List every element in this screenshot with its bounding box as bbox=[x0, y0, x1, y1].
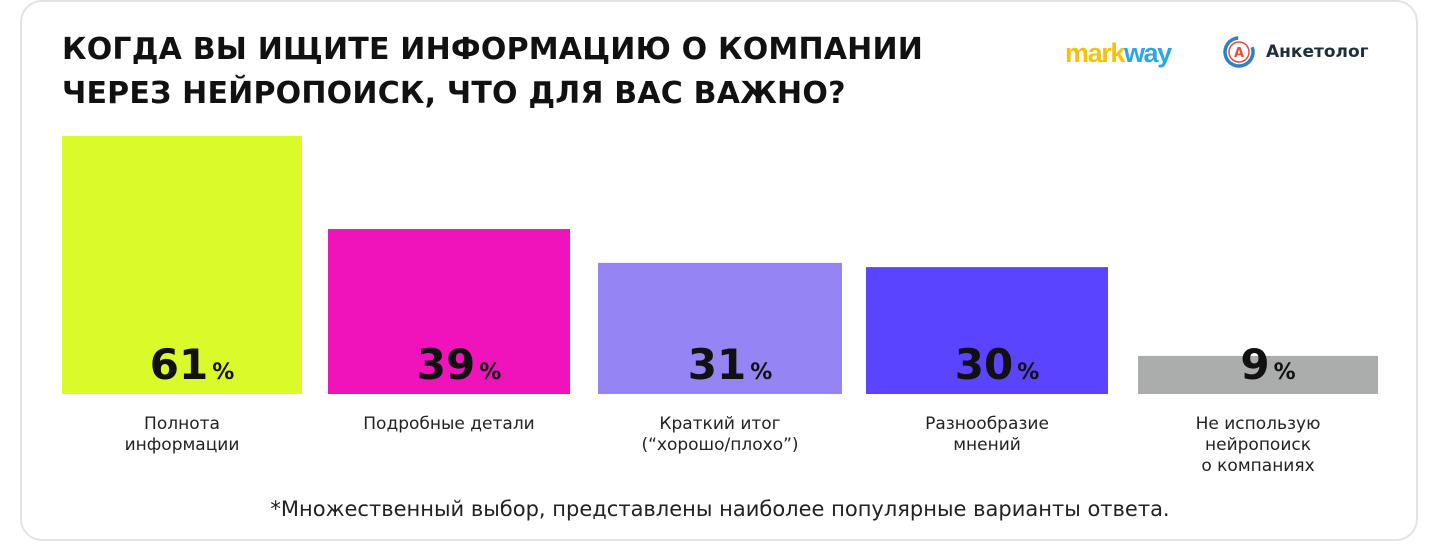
anketolog-logo: А Анкетолог bbox=[1222, 34, 1369, 70]
bar-2 bbox=[328, 229, 570, 394]
category-label-2: Подробные детали bbox=[363, 414, 535, 434]
bar-value-label-1: 61% bbox=[150, 340, 235, 389]
chart-title: КОГДА ВЫ ИЩИТЕ ИНФОРМАЦИЮ О КОМПАНИИ ЧЕР… bbox=[62, 28, 962, 116]
bar-1 bbox=[62, 136, 302, 394]
category-label-5: Не использую нейропоиск о компаниях bbox=[1195, 414, 1321, 476]
category-label-4: Разнообразие мнений bbox=[925, 414, 1049, 455]
footnote: *Множественный выбор, представлены наибо… bbox=[270, 497, 1170, 521]
category-label-3: Краткий итог (“хорошо/плохо”) bbox=[641, 414, 799, 455]
bar-5 bbox=[1138, 355, 1378, 394]
bar-value-label-2: 39% bbox=[417, 340, 502, 389]
bar-4 bbox=[866, 267, 1108, 394]
bar-value-label-5: 9% bbox=[1240, 340, 1295, 389]
bar-value-label-3: 31% bbox=[688, 340, 773, 389]
bar-value-label-4: 30% bbox=[955, 340, 1040, 389]
category-label-1: Полнота информации bbox=[124, 414, 240, 455]
anketolog-logo-icon: А bbox=[1223, 36, 1255, 68]
title-line-2: ЧЕРЕЗ НЕЙРОПОИСК, ЧТО ДЛЯ ВАС ВАЖНО? bbox=[62, 76, 846, 111]
markway-logo-part2: way bbox=[1123, 38, 1172, 68]
anketolog-icon-letter: А bbox=[1234, 46, 1244, 61]
anketolog-logo-text: Анкетолог bbox=[1266, 42, 1369, 62]
markway-logo: markway bbox=[1065, 36, 1172, 70]
title-line-1: КОГДА ВЫ ИЩИТЕ ИНФОРМАЦИЮ О КОМПАНИИ bbox=[62, 32, 924, 67]
markway-logo-part1: mark bbox=[1065, 38, 1125, 68]
bar-3 bbox=[598, 262, 842, 394]
